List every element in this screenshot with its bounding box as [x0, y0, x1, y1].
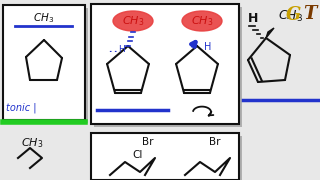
- FancyBboxPatch shape: [94, 7, 242, 127]
- Text: $\mathbf{..}$H: $\mathbf{..}$H: [108, 42, 126, 53]
- FancyBboxPatch shape: [3, 5, 85, 120]
- Text: Br: Br: [209, 137, 221, 147]
- Text: $CH_3$: $CH_3$: [122, 14, 144, 28]
- Text: T: T: [303, 5, 317, 23]
- Ellipse shape: [182, 11, 222, 31]
- FancyBboxPatch shape: [91, 133, 239, 180]
- FancyBboxPatch shape: [94, 136, 242, 180]
- Ellipse shape: [113, 11, 153, 31]
- Text: Cl: Cl: [133, 150, 143, 160]
- Text: $CH_3$: $CH_3$: [191, 14, 213, 28]
- FancyBboxPatch shape: [91, 4, 239, 124]
- Text: $CH_3$: $CH_3$: [21, 136, 43, 150]
- Text: H: H: [248, 12, 258, 24]
- Text: Br: Br: [142, 137, 154, 147]
- FancyBboxPatch shape: [6, 8, 88, 123]
- Text: $CH_3$: $CH_3$: [278, 8, 303, 24]
- Text: $CH_3$: $CH_3$: [34, 11, 54, 25]
- Text: tonic |: tonic |: [6, 103, 36, 113]
- Text: G: G: [286, 6, 302, 24]
- Text: H: H: [204, 42, 212, 52]
- Polygon shape: [266, 28, 274, 38]
